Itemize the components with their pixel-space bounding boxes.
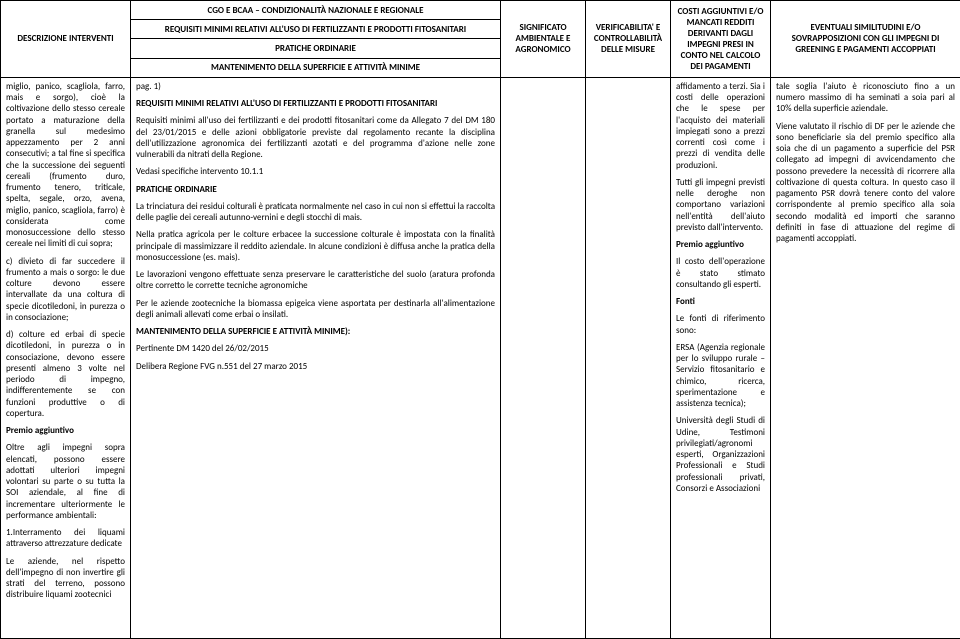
cell-similitudini-body: tale soglia l'aiuto è riconosciuto fino …: [771, 77, 960, 638]
para: tale soglia l'aiuto è riconosciuto fino …: [776, 81, 955, 115]
header-verificabilita: VERIFICABILITA' E CONTROLLABILITÀ DELLE …: [586, 1, 671, 78]
para: miglio, panico, scagliola, farro, mais e…: [6, 81, 125, 250]
header-mantenimento: MANTENIMENTO DELLA SUPERFICIE E ATTIVITÀ…: [131, 58, 501, 77]
section-heading: PRATICHE ORDINARIE: [136, 184, 495, 195]
para: Oltre agli impegni sopra elencati, posso…: [6, 442, 125, 521]
para: c) divieto di far succedere il frumento …: [6, 256, 125, 324]
para: ERSA (Agenzia regionale per lo sviluppo …: [676, 342, 765, 410]
section-heading: MANTENIMENTO DELLA SUPERFICIE E ATTIVITÀ…: [136, 326, 495, 337]
cell-descrizione-body: miglio, panico, scagliola, farro, mais e…: [1, 77, 131, 638]
para: Requisiti minimi all'uso dei fertilizzan…: [136, 115, 495, 160]
premio-label: Premio aggiuntivo: [676, 239, 765, 250]
para: Pertinente DM 1420 del 26/02/2015: [136, 343, 495, 354]
para: Le lavorazioni vengono effettuate senza …: [136, 269, 495, 292]
para: Viene valutato il rischio di DF per le a…: [776, 121, 955, 245]
section-heading: REQUISITI MINIMI RELATIVI ALL'USO DI FER…: [136, 98, 495, 109]
para: Il costo dell'operazione è stato stimato…: [676, 256, 765, 290]
header-costi: COSTI AGGIUNTIVI E/O MANCATI REDDITI DER…: [671, 1, 771, 78]
para: Delibera Regione FVG n.551 del 27 marzo …: [136, 361, 495, 372]
para: Le aziende, nel rispetto dell'impegno di…: [6, 556, 125, 601]
para: Per le aziende zootecniche la biomassa e…: [136, 298, 495, 321]
para: Vedasi specifiche intervento 10.1.1: [136, 166, 495, 177]
regulation-table: DESCRIZIONE INTERVENTI CGO E BCAA – COND…: [0, 0, 960, 639]
header-cgo: CGO E BCAA – CONDIZIONALITÀ NAZIONALE E …: [131, 1, 501, 20]
para: pag. 1): [136, 81, 495, 92]
para: Nella pratica agricola per le colture er…: [136, 229, 495, 263]
para: affidamento a terzi. Sia i costi delle o…: [676, 81, 765, 171]
para: Le fonti di riferimento sono:: [676, 313, 765, 336]
header-similitudini: EVENTUALI SIMILITUDINI E/O SOVRAPPOSIZIO…: [771, 1, 960, 78]
cell-significato-body: [501, 77, 586, 638]
fonti-label: Fonti: [676, 296, 765, 307]
header-descrizione: DESCRIZIONE INTERVENTI: [1, 1, 131, 78]
cell-costi-body: affidamento a terzi. Sia i costi delle o…: [671, 77, 771, 638]
para: La trinciatura dei residui colturali è p…: [136, 201, 495, 224]
header-pratiche: PRATICHE ORDINARIE: [131, 39, 501, 58]
header-significato: SIGNIFICATO AMBIENTALE E AGRONOMICO: [501, 1, 586, 78]
cell-verificabilita-body: [586, 77, 671, 638]
header-requisiti: REQUISITI MINIMI RELATIVI ALL'USO DI FER…: [131, 20, 501, 39]
para: Tutti gli impegni previsti nelle deroghe…: [676, 177, 765, 233]
premio-label: Premio aggiuntivo: [6, 425, 125, 436]
para: 1.Interramento dei liquami attraverso at…: [6, 527, 125, 550]
para: Università degli Studi di Udine, Testimo…: [676, 415, 765, 494]
cell-cgo-body: pag. 1) REQUISITI MINIMI RELATIVI ALL'US…: [131, 77, 501, 638]
para: d) colture ed erbai di specie dicotiledo…: [6, 329, 125, 419]
